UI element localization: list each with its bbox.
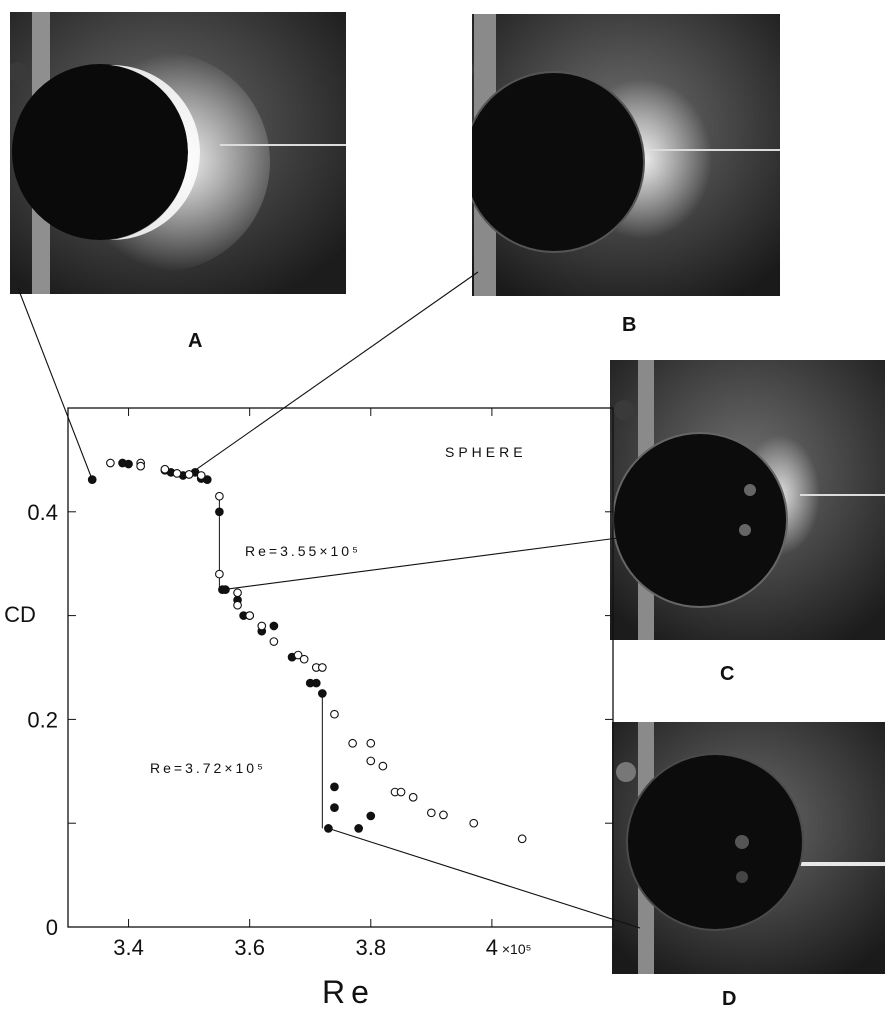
- data-point-filled: [215, 507, 224, 517]
- data-point-filled: [354, 824, 364, 833]
- data-point-open: [136, 461, 146, 471]
- photo-panel-c: [610, 360, 885, 640]
- plot-frame: [67, 407, 614, 928]
- data-point-open: [366, 738, 376, 748]
- data-point-filled: [269, 621, 279, 631]
- data-point-open: [517, 834, 527, 844]
- chart-title: SPHERE: [445, 444, 527, 460]
- panel-label-c: C: [720, 663, 735, 685]
- y-tick-label: 0.4: [27, 500, 58, 525]
- sphere-photo-b-icon: [472, 14, 780, 296]
- x-multiplier-label: ×10⁵: [502, 941, 532, 957]
- connector-line-b: [188, 271, 479, 475]
- data-point-filled: [202, 475, 212, 484]
- data-point-open: [330, 709, 339, 719]
- y-axis-label: CD: [4, 602, 36, 627]
- data-point-open: [408, 792, 418, 802]
- data-point-open: [378, 761, 388, 771]
- x-tick-label: 3.6: [234, 935, 265, 960]
- data-point-filled: [124, 459, 133, 469]
- x-tick-label: 3.8: [355, 935, 386, 960]
- data-point-filled: [366, 811, 376, 821]
- data-point-open: [257, 621, 267, 631]
- photo-panel-a: [10, 12, 346, 294]
- sphere-photo-d-icon: [612, 722, 885, 974]
- data-point-open: [233, 588, 242, 598]
- data-point-open: [233, 600, 242, 610]
- data-point-open: [269, 637, 279, 646]
- y-tick-label: 0: [46, 915, 58, 940]
- sphere-photo-a-icon: [10, 12, 346, 294]
- data-point-open: [348, 738, 357, 748]
- connector-line-c: [222, 537, 619, 591]
- x-tick-label: 4: [486, 935, 498, 960]
- data-point-open: [317, 663, 327, 672]
- data-point-filled: [330, 782, 339, 792]
- data-point-open: [172, 469, 182, 478]
- y-tick-label: 0.2: [27, 707, 58, 732]
- data-point-open: [215, 491, 224, 501]
- data-point-open: [196, 471, 206, 480]
- x-tick-label: 3.4: [113, 935, 144, 960]
- connector-line-d: [328, 827, 641, 929]
- data-point-open: [396, 787, 406, 797]
- data-point-open: [366, 756, 376, 766]
- data-point-open: [299, 654, 309, 664]
- data-point-open: [439, 810, 448, 820]
- data-point-open: [184, 470, 194, 479]
- data-point-open: [469, 818, 479, 828]
- annotation-re-372: Re=3.72×10⁵: [150, 760, 266, 776]
- photo-panel-b: [472, 14, 780, 296]
- data-point-filled: [324, 824, 333, 833]
- connector-line-a: [17, 287, 93, 480]
- data-point-open: [293, 650, 303, 660]
- data-point-filled: [221, 585, 230, 595]
- photo-panel-d: [612, 722, 885, 974]
- panel-label-b: B: [622, 314, 637, 336]
- data-point-open: [106, 458, 115, 468]
- x-axis-label: Re: [322, 974, 375, 1010]
- data-point-filled: [311, 678, 321, 688]
- panel-label-a: A: [188, 330, 203, 352]
- data-point-filled: [330, 803, 339, 812]
- panel-label-d: D: [722, 988, 737, 1010]
- data-point-open: [426, 808, 436, 818]
- annotation-re-355: Re=3.55×10⁵: [245, 543, 361, 559]
- sphere-photo-c-icon: [610, 360, 885, 640]
- data-point-filled: [317, 689, 327, 698]
- data-point-open: [215, 569, 224, 579]
- data-point-filled: [87, 475, 97, 484]
- data-point-open: [160, 464, 170, 474]
- data-point-open: [245, 611, 255, 620]
